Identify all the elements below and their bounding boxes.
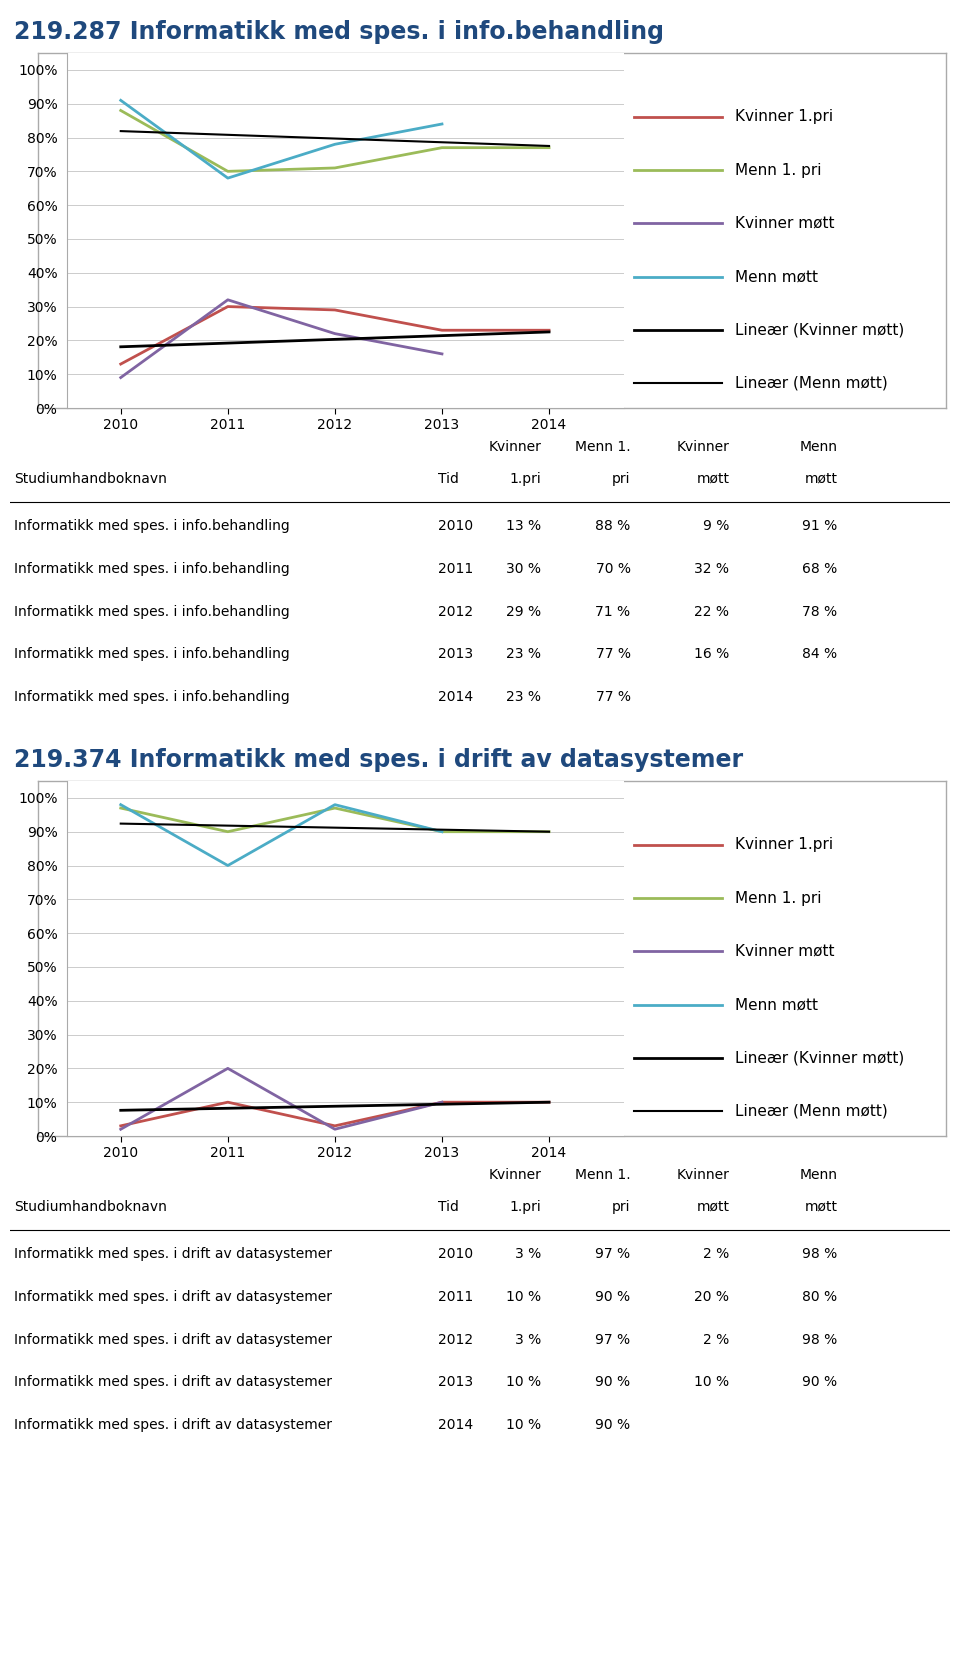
Text: 2014: 2014 [438,691,472,704]
Text: Informatikk med spes. i info.behandling: Informatikk med spes. i info.behandling [14,604,290,619]
Text: 90 %: 90 % [803,1376,837,1389]
Text: 97 %: 97 % [595,1246,631,1261]
Text: 77 %: 77 % [595,691,631,704]
Text: Menn: Menn [800,439,837,454]
Text: 98 %: 98 % [803,1333,837,1346]
Text: Informatikk med spes. i drift av datasystemer: Informatikk med spes. i drift av datasys… [14,1418,332,1433]
Text: 219.374 Informatikk med spes. i drift av datasystemer: 219.374 Informatikk med spes. i drift av… [14,749,743,772]
Text: Menn 1. pri: Menn 1. pri [735,890,822,905]
Text: 10 %: 10 % [506,1376,541,1389]
Text: 10 %: 10 % [694,1376,730,1389]
Text: 9 %: 9 % [703,519,730,532]
Text: Kvinner 1.pri: Kvinner 1.pri [735,837,833,852]
Text: Tid: Tid [438,1200,459,1213]
Text: Informatikk med spes. i drift av datasystemer: Informatikk med spes. i drift av datasys… [14,1290,332,1303]
Text: 32 %: 32 % [694,562,730,576]
Text: Menn møtt: Menn møtt [735,270,818,285]
Text: Kvinner 1.pri: Kvinner 1.pri [735,110,833,125]
Text: Informatikk med spes. i info.behandling: Informatikk med spes. i info.behandling [14,562,290,576]
Text: Menn 1.: Menn 1. [575,439,631,454]
Text: 2014: 2014 [438,1418,472,1433]
Text: 77 %: 77 % [595,647,631,661]
Text: 2012: 2012 [438,604,472,619]
Text: 2010: 2010 [438,1246,472,1261]
Text: 219.287 Informatikk med spes. i info.behandling: 219.287 Informatikk med spes. i info.beh… [14,20,664,45]
Text: 2013: 2013 [438,647,472,661]
Text: pri: pri [612,1200,631,1213]
Text: møtt: møtt [804,1200,837,1213]
Text: 78 %: 78 % [803,604,837,619]
Text: 13 %: 13 % [506,519,541,532]
Text: møtt: møtt [804,471,837,486]
Text: Informatikk med spes. i info.behandling: Informatikk med spes. i info.behandling [14,519,290,532]
Text: 3 %: 3 % [515,1246,541,1261]
Text: Informatikk med spes. i drift av datasystemer: Informatikk med spes. i drift av datasys… [14,1376,332,1389]
Text: 1.pri: 1.pri [510,1200,541,1213]
Text: 97 %: 97 % [595,1333,631,1346]
Text: 23 %: 23 % [506,647,541,661]
Text: Informatikk med spes. i info.behandling: Informatikk med spes. i info.behandling [14,691,290,704]
Text: Kvinner: Kvinner [677,439,730,454]
Text: 68 %: 68 % [803,562,837,576]
Text: Menn 1. pri: Menn 1. pri [735,163,822,178]
Text: 16 %: 16 % [694,647,730,661]
Text: Studiumhandboknavn: Studiumhandboknavn [14,471,167,486]
Text: Kvinner: Kvinner [677,1168,730,1181]
Text: 2 %: 2 % [703,1246,730,1261]
Text: 30 %: 30 % [506,562,541,576]
Text: 71 %: 71 % [595,604,631,619]
Text: 10 %: 10 % [506,1418,541,1433]
Text: 84 %: 84 % [803,647,837,661]
Text: Informatikk med spes. i drift av datasystemer: Informatikk med spes. i drift av datasys… [14,1333,332,1346]
Text: 2013: 2013 [438,1376,472,1389]
Text: 20 %: 20 % [694,1290,730,1303]
Text: 2010: 2010 [438,519,472,532]
Text: Kvinner møtt: Kvinner møtt [735,943,834,958]
Text: Lineær (Menn møtt): Lineær (Menn møtt) [735,376,888,391]
Text: 29 %: 29 % [506,604,541,619]
Text: 91 %: 91 % [803,519,837,532]
Text: 2011: 2011 [438,562,473,576]
Text: Studiumhandboknavn: Studiumhandboknavn [14,1200,167,1213]
Text: 22 %: 22 % [694,604,730,619]
Text: 90 %: 90 % [595,1376,631,1389]
Text: Informatikk med spes. i drift av datasystemer: Informatikk med spes. i drift av datasys… [14,1246,332,1261]
Text: Menn møtt: Menn møtt [735,997,818,1012]
Text: Kvinner møtt: Kvinner møtt [735,216,834,231]
Text: Tid: Tid [438,471,459,486]
Text: Informatikk med spes. i info.behandling: Informatikk med spes. i info.behandling [14,647,290,661]
Text: 90 %: 90 % [595,1290,631,1303]
Text: 90 %: 90 % [595,1418,631,1433]
Text: 98 %: 98 % [803,1246,837,1261]
Text: 3 %: 3 % [515,1333,541,1346]
Text: pri: pri [612,471,631,486]
Text: 1.pri: 1.pri [510,471,541,486]
Text: Lineær (Menn møtt): Lineær (Menn møtt) [735,1103,888,1118]
Text: møtt: møtt [696,1200,730,1213]
Text: 10 %: 10 % [506,1290,541,1303]
Text: møtt: møtt [696,471,730,486]
Text: Menn 1.: Menn 1. [575,1168,631,1181]
Text: 2 %: 2 % [703,1333,730,1346]
Text: 2012: 2012 [438,1333,472,1346]
Text: Kvinner: Kvinner [489,1168,541,1181]
Text: 80 %: 80 % [803,1290,837,1303]
Text: 23 %: 23 % [506,691,541,704]
Text: Menn: Menn [800,1168,837,1181]
Text: 2011: 2011 [438,1290,473,1303]
Text: Lineær (Kvinner møtt): Lineær (Kvinner møtt) [735,1050,904,1065]
Text: Lineær (Kvinner møtt): Lineær (Kvinner møtt) [735,323,904,338]
Text: 88 %: 88 % [595,519,631,532]
Text: Kvinner: Kvinner [489,439,541,454]
Text: 70 %: 70 % [595,562,631,576]
